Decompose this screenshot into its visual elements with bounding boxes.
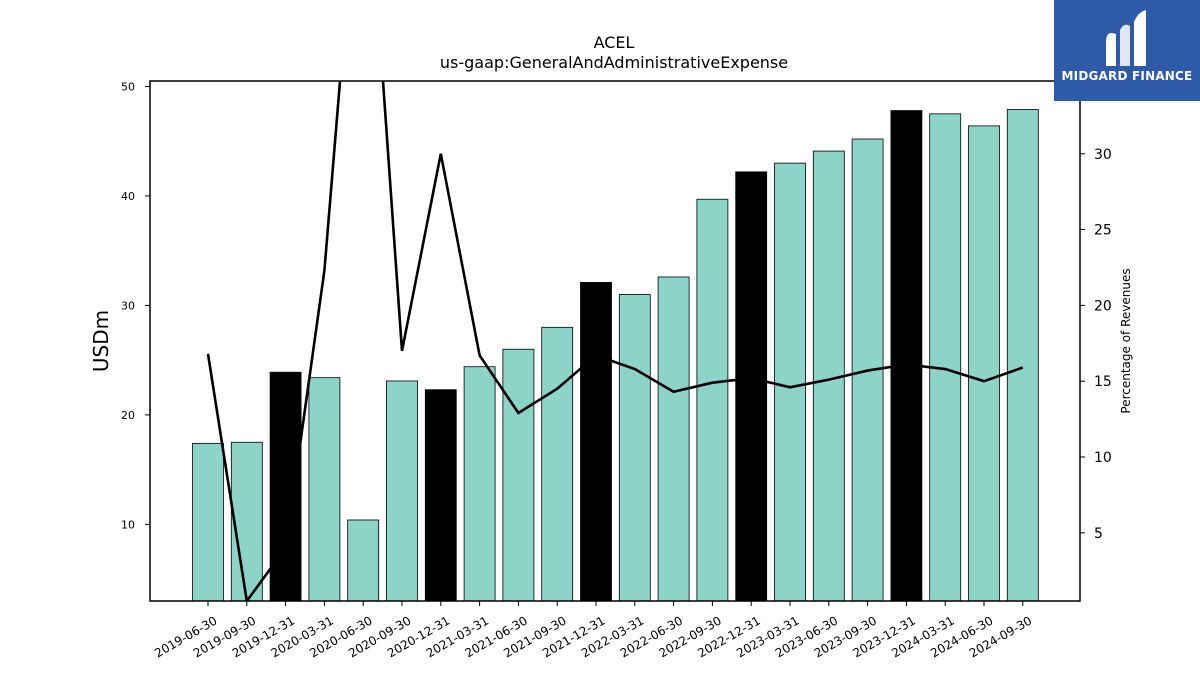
y2-tick-label: 10 <box>1094 450 1112 466</box>
bar-2021-06-30 <box>502 348 535 602</box>
bar-2020-09-30 <box>386 380 418 602</box>
bar-2023-03-31 <box>774 162 806 602</box>
bar-2022-06-30 <box>657 276 690 602</box>
y2-tick-label: 5 <box>1094 526 1103 542</box>
y2-axis-label: Percentage of Revenues <box>1119 268 1133 413</box>
y2-tick-label: 20 <box>1094 298 1112 314</box>
bar-2021-09-30 <box>541 326 574 602</box>
plot-frame <box>149 80 1081 602</box>
y-tick-label: 40 <box>121 190 135 203</box>
brand-name: MIDGARD FINANCE <box>1061 69 1193 83</box>
bar-2022-09-30 <box>696 198 729 602</box>
y2-tick-label: 30 <box>1094 147 1112 163</box>
bar-2022-12-31 <box>735 171 768 602</box>
bar-2019-06-30 <box>192 442 224 602</box>
bar-2020-03-31 <box>308 377 341 602</box>
brand-mark-icon <box>1106 10 1146 67</box>
bar-2019-09-30 <box>230 441 263 602</box>
y2-tick-label: 15 <box>1094 374 1112 390</box>
bar-2021-12-31 <box>580 282 612 602</box>
bar-2020-12-31 <box>424 389 457 602</box>
bar-2020-06-30 <box>347 519 380 602</box>
y-tick-label: 20 <box>121 409 135 422</box>
y-axis-label: USDm <box>89 310 113 372</box>
brand-logo: MIDGARD FINANCE <box>1054 0 1200 101</box>
y2-tick-label: 25 <box>1094 223 1112 239</box>
y-tick-label: 30 <box>121 299 135 312</box>
y-tick-label: 10 <box>121 518 135 531</box>
pct-of-revenue-line <box>206 81 1024 601</box>
bar-2024-03-31 <box>929 113 962 602</box>
y-tick-label: 50 <box>121 80 135 93</box>
chart-subtitle: us-gaap:GeneralAndAdministrativeExpense <box>440 53 788 72</box>
bar-2024-09-30 <box>1006 109 1039 602</box>
bar-2023-12-31 <box>890 110 923 602</box>
chart-title: ACEL <box>594 33 635 52</box>
bar-2019-12-31 <box>269 371 302 602</box>
bar-2022-03-31 <box>618 294 651 602</box>
bar-2021-03-31 <box>463 366 496 602</box>
bar-2024-06-30 <box>968 125 1000 602</box>
